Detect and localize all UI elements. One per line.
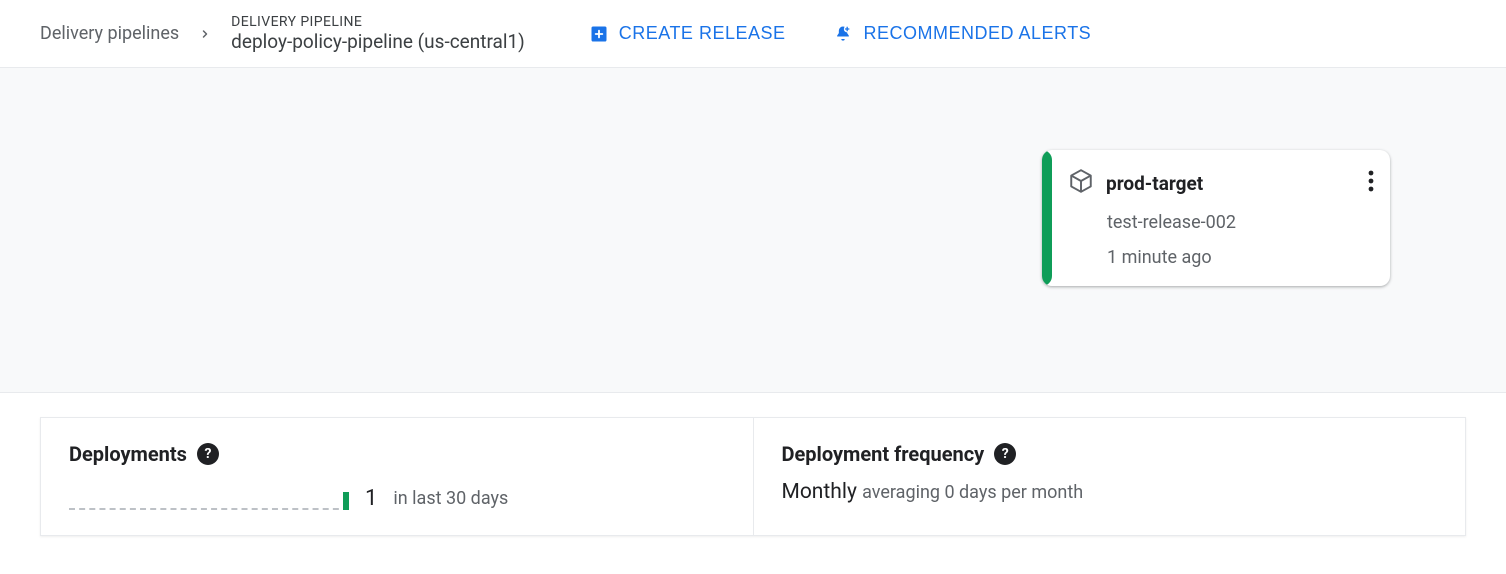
help-icon[interactable]: ? (994, 443, 1016, 465)
chevron-right-icon (199, 28, 211, 40)
deployments-metric: Deployments ? 1 in last 30 days (41, 418, 753, 535)
frequency-suffix: averaging 0 days per month (862, 482, 1083, 503)
frequency-metric: Deployment frequency ? Monthly averaging… (753, 418, 1466, 535)
pipeline-name: deploy-policy-pipeline (us-central1) (231, 30, 525, 53)
deployments-value: 1 (365, 486, 377, 511)
create-release-label: CREATE RELEASE (619, 23, 786, 44)
frequency-title: Deployment frequency (782, 442, 985, 466)
recommended-alerts-label: RECOMMENDED ALERTS (863, 23, 1091, 44)
deployments-title: Deployments (69, 442, 187, 466)
sparkline-bar (343, 492, 349, 510)
target-age: 1 minute ago (1107, 247, 1372, 268)
cube-icon (1068, 168, 1094, 198)
target-title: prod-target (1106, 172, 1203, 195)
target-status-accent (1042, 150, 1052, 286)
deployments-sparkline (69, 488, 349, 510)
target-card[interactable]: prod-target test-release-002 1 minute ag… (1042, 150, 1390, 286)
deployments-suffix: in last 30 days (393, 488, 508, 509)
header-actions: CREATE RELEASE RECOMMENDED ALERTS (589, 23, 1091, 44)
help-icon[interactable]: ? (197, 443, 219, 465)
metrics-panel: Deployments ? 1 in last 30 days Deployme… (40, 417, 1466, 536)
recommended-alerts-button[interactable]: RECOMMENDED ALERTS (833, 23, 1091, 44)
kebab-icon (1368, 170, 1374, 192)
create-release-button[interactable]: CREATE RELEASE (589, 23, 786, 44)
target-card-body: prod-target test-release-002 1 minute ag… (1052, 150, 1390, 286)
bell-plus-icon (833, 24, 853, 44)
target-release-name: test-release-002 (1107, 212, 1372, 233)
target-menu-button[interactable] (1364, 166, 1378, 196)
pipeline-eyebrow: DELIVERY PIPELINE (231, 14, 525, 30)
breadcrumb-current: DELIVERY PIPELINE deploy-policy-pipeline… (231, 14, 525, 53)
frequency-value: Monthly (782, 480, 857, 504)
breadcrumb-root-link[interactable]: Delivery pipelines (40, 23, 179, 44)
page-header: Delivery pipelines DELIVERY PIPELINE dep… (0, 0, 1506, 68)
plus-box-icon (589, 24, 609, 44)
pipeline-stage-canvas: prod-target test-release-002 1 minute ag… (0, 68, 1506, 393)
